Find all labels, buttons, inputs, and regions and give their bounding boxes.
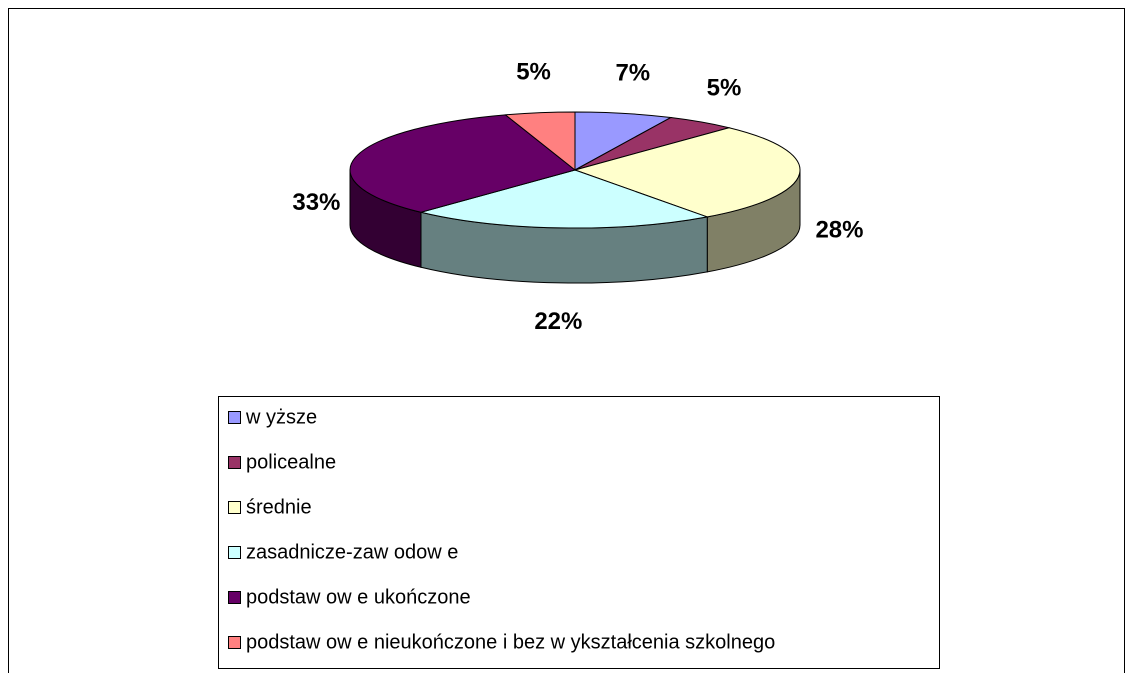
legend-label: średnie <box>246 496 312 518</box>
pie-tops <box>349 111 801 229</box>
data-label: 33% <box>292 189 340 216</box>
legend-label: podstaw ow e ukończone <box>246 586 471 608</box>
data-label: 5% <box>707 74 742 101</box>
data-label: 28% <box>815 216 863 243</box>
legend-swatch <box>228 636 241 649</box>
legend-swatch <box>228 411 241 424</box>
legend-swatch <box>228 546 241 559</box>
legend-label: policealne <box>246 451 336 473</box>
data-labels: 7% 5% 28% 22% 33% 5% <box>292 59 863 336</box>
slice <box>504 111 576 172</box>
legend-label: zasadnicze-zaw odow e <box>246 541 458 563</box>
slice <box>420 169 710 229</box>
legend-swatch <box>228 591 241 604</box>
slice <box>573 127 801 218</box>
data-label: 7% <box>615 60 650 87</box>
data-label: 5% <box>516 59 551 86</box>
data-label: 22% <box>534 308 582 335</box>
legend-label: podstaw ow e nieukończone i bez w ykszta… <box>246 631 775 653</box>
legend-swatch <box>228 456 241 469</box>
legend: w yższe policealne średnie zasadnicze-zaw o… <box>228 406 775 653</box>
slice <box>349 114 577 213</box>
legend-label: w yższe <box>245 406 317 428</box>
legend-box <box>218 396 940 669</box>
legend-swatch <box>228 501 241 514</box>
